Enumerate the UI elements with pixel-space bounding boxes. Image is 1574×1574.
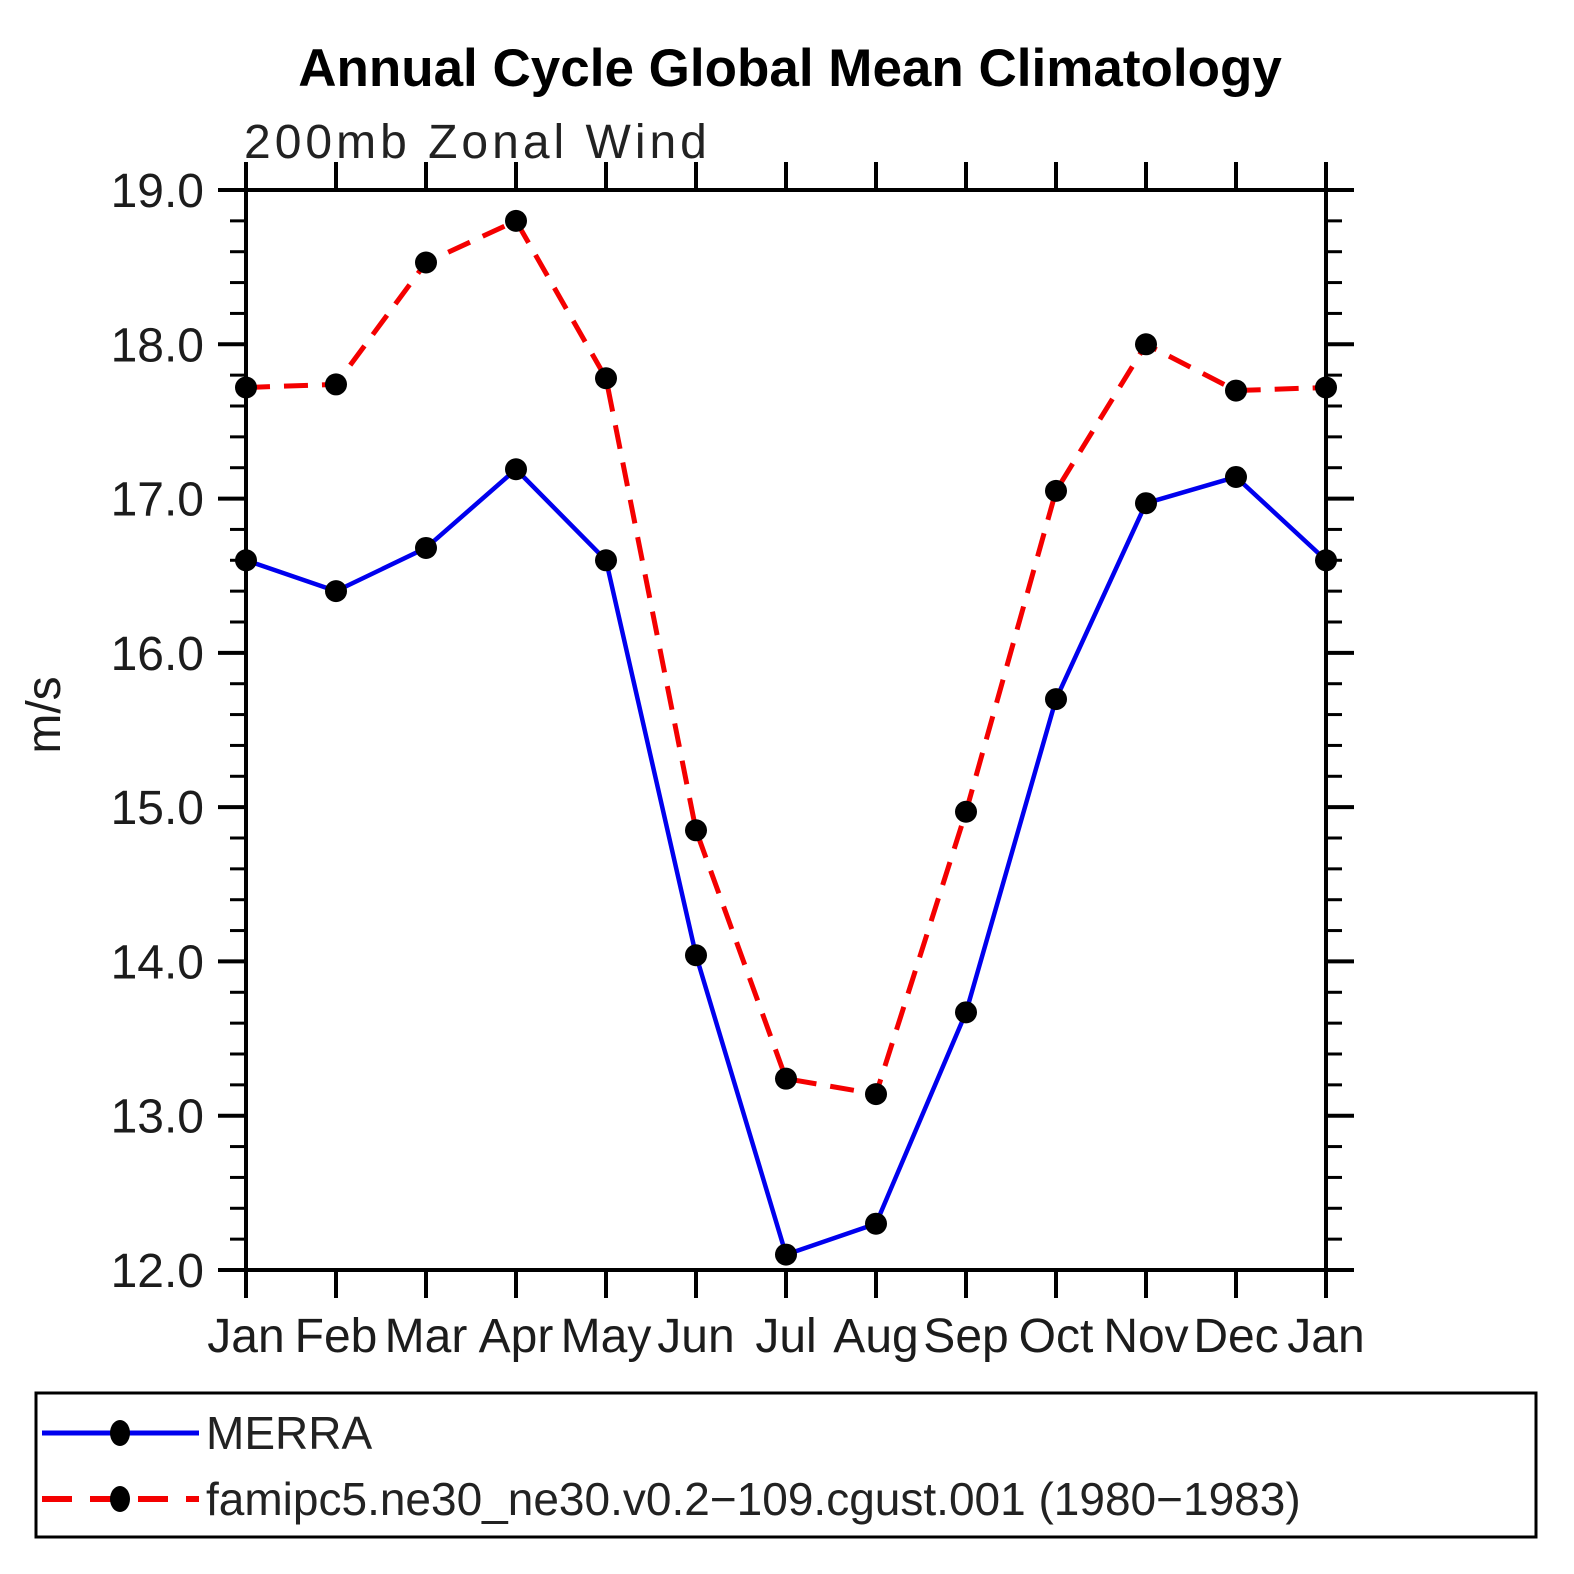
data-point (775, 1067, 797, 1090)
y-tick-label: 15.0 (111, 782, 204, 835)
data-point (1135, 492, 1157, 515)
x-tick-label: Feb (295, 1310, 378, 1363)
y-tick-label: 13.0 (111, 1091, 204, 1144)
y-tick-label: 12.0 (111, 1245, 204, 1298)
y-tick-label: 19.0 (111, 165, 204, 218)
x-tick-label: Aug (833, 1310, 918, 1363)
data-point (235, 549, 257, 572)
x-tick-label: Sep (923, 1310, 1008, 1363)
x-tick-label: Jun (657, 1310, 734, 1363)
y-tick-label: 17.0 (111, 474, 204, 527)
x-tick-label: Apr (479, 1310, 554, 1363)
data-point (595, 549, 617, 572)
x-tick-label: Dec (1193, 1310, 1278, 1363)
data-point (955, 800, 977, 823)
data-point (1315, 376, 1337, 399)
legend-border (34, 1391, 1538, 1539)
data-point (505, 458, 527, 481)
data-point (325, 373, 347, 396)
data-point (415, 536, 437, 559)
data-point (1045, 479, 1067, 502)
data-point (775, 1243, 797, 1266)
legend-label: famipc5.ne30_ne30.v0.2−109.cgust.001 (19… (206, 1473, 1301, 1525)
x-tick-label: Jul (755, 1310, 816, 1363)
x-tick-label: Nov (1103, 1310, 1188, 1363)
x-tick-label: May (561, 1310, 652, 1363)
legend: MERRA famipc5.ne30_ne30.v0.2−109.cgust.00… (34, 1391, 1538, 1539)
x-tick-label: Jan (1287, 1310, 1364, 1363)
x-tick-label: Mar (385, 1310, 468, 1363)
y-tick-label: 14.0 (111, 936, 204, 989)
data-point (1225, 379, 1247, 402)
data-point (865, 1083, 887, 1106)
data-point (1045, 688, 1067, 711)
data-point (865, 1212, 887, 1235)
data-point (685, 819, 707, 842)
chart-subtitle: 200mb Zonal Wind (244, 116, 711, 169)
legend-label: MERRA (206, 1407, 372, 1459)
series-line-0 (245, 467, 1328, 1257)
data-point (1225, 465, 1247, 488)
data-point (325, 580, 347, 603)
x-tick-label: Oct (1019, 1310, 1094, 1363)
series-line-1 (245, 218, 1327, 1097)
legend-swatch-marker (110, 1486, 130, 1512)
legend-swatch-marker (110, 1420, 130, 1446)
chart-title: Annual Cycle Global Mean Climatology (298, 39, 1282, 98)
x-tick-label: Jan (207, 1310, 284, 1363)
legend-item-1: famipc5.ne30_ne30.v0.2−109.cgust.001 (19… (42, 1473, 1301, 1525)
y-tick-label: 18.0 (111, 319, 204, 372)
data-point (685, 944, 707, 967)
data-point (955, 1001, 977, 1024)
plot-box (244, 188, 1328, 1272)
legend-item-0: MERRA (42, 1407, 372, 1459)
data-point (1315, 549, 1337, 572)
data-point (415, 251, 437, 274)
y-tick-label: 16.0 (111, 628, 204, 681)
data-point (1135, 333, 1157, 356)
data-point (595, 367, 617, 390)
data-point (505, 209, 527, 232)
y-axis-label: m/s (18, 676, 71, 753)
data-point (235, 376, 257, 399)
